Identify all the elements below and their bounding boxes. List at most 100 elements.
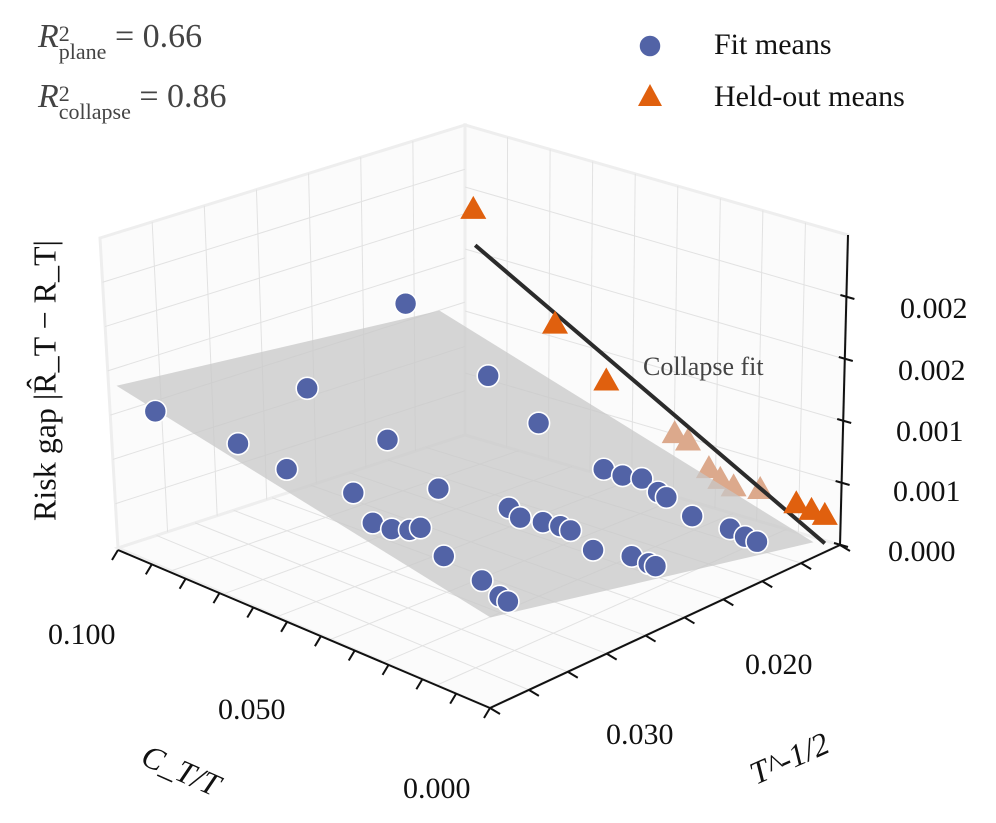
grid-line: [464, 310, 844, 422]
x-tick: [111, 549, 119, 561]
grid-line: [194, 522, 568, 673]
held-out-mean-marker: [593, 367, 620, 391]
r2-plane-sub: plane: [58, 38, 107, 64]
y-tick: [722, 598, 734, 607]
grid-line: [203, 205, 218, 516]
fit-mean-marker: [426, 476, 451, 501]
collapse-fit-line: [473, 243, 827, 545]
grid-line: [797, 222, 806, 533]
x-tick: [483, 707, 491, 719]
r2-collapse-symbol: R: [38, 78, 59, 115]
fit-mean-marker: [143, 399, 168, 424]
y-tick: [489, 707, 501, 715]
r2-plane-sup: 2: [58, 21, 70, 47]
axis-lines: [117, 234, 849, 709]
grid-line: [756, 210, 764, 521]
x-tick: [246, 606, 255, 618]
x-tick-label: 0.100: [48, 618, 116, 651]
legend-fit-marker: [638, 34, 662, 58]
grid-line: [464, 186, 847, 298]
held-out-mean-marker: [542, 310, 568, 334]
y-tick: [567, 670, 579, 679]
fit-mean-marker: [408, 516, 433, 540]
x-tick-label: 0.050: [218, 693, 286, 726]
fit-mean-marker: [393, 291, 418, 316]
grid-line: [714, 198, 721, 509]
fit-mean-marker: [496, 589, 520, 614]
grid-line: [233, 509, 607, 655]
x-tick: [212, 592, 221, 604]
collapse-fit-label: Collapse fit: [643, 352, 764, 381]
r2-plane-symbol: R: [38, 18, 59, 55]
x-tick: [381, 664, 390, 676]
legend-held-out-marker: [638, 84, 662, 106]
z-tick: [836, 418, 852, 424]
x-tick: [415, 678, 424, 690]
z-tick-label: 0.001: [896, 415, 964, 448]
fit-mean-marker: [295, 376, 320, 401]
y-tick: [800, 562, 812, 570]
y-tick: [528, 689, 540, 697]
x-tick: [280, 621, 288, 633]
z-tick-label: 0.000: [888, 535, 956, 568]
grid-line: [464, 248, 845, 360]
fit-mean-marker: [226, 431, 250, 456]
z-axis-label: Risk gap |R̂_T − R_T|: [26, 240, 63, 521]
z-tick-label: 0.002: [898, 354, 966, 387]
fit-mean-marker: [643, 554, 668, 579]
r2-collapse-sup: 2: [58, 81, 70, 107]
r2-collapse-annotation: R 2 collapse = 0.86: [38, 78, 227, 122]
fit-mean-marker: [375, 427, 400, 452]
x-tick: [347, 650, 356, 662]
z-axis-line: [839, 234, 849, 546]
held-out-mean-marker: [811, 501, 838, 525]
y-tick: [683, 616, 695, 625]
fit-mean-marker: [610, 463, 635, 488]
z-tick: [833, 542, 849, 548]
y-tick-label: 0.020: [745, 648, 813, 681]
grid-line: [107, 257, 466, 372]
y-tick: [606, 652, 618, 661]
z-tick: [838, 356, 854, 362]
y-tick-label: 0.030: [606, 718, 674, 751]
z-tick: [840, 294, 855, 300]
y-axis-line: [489, 544, 841, 709]
fit-mean-marker: [431, 544, 456, 568]
fit-mean-marker: [558, 518, 583, 543]
legend: [638, 34, 662, 106]
fit-mean-marker: [745, 529, 769, 554]
held-out-mean-marker: [675, 427, 701, 451]
x-tick-label: 0.000: [403, 772, 471, 805]
fit-mean-marker: [654, 485, 679, 510]
held-out-mean-marker: [695, 455, 722, 479]
z-tick-label: 0.002: [900, 292, 968, 325]
y-tick: [645, 634, 657, 643]
fit-mean-marker: [581, 538, 605, 562]
fit-mean-marker: [476, 364, 501, 388]
r2-plane-value: = 0.66: [114, 18, 203, 55]
markers: [143, 195, 838, 614]
r2-collapse-value: = 0.86: [139, 78, 227, 115]
legend-fit-label: Fit means: [714, 28, 832, 61]
x-tick: [178, 578, 187, 590]
held-out-mean-marker: [661, 420, 688, 444]
held-out-mean-marker: [460, 195, 487, 219]
fit-mean-marker: [274, 457, 299, 482]
fit-mean-marker: [470, 568, 494, 593]
grid-line: [102, 168, 466, 283]
fit-mean-marker: [680, 504, 705, 528]
y-tick: [761, 580, 773, 589]
held-out-mean-marker: [783, 490, 810, 514]
grid-line: [156, 534, 530, 691]
z-tick: [835, 480, 850, 486]
x-tick: [314, 635, 322, 647]
fit-mean-marker: [508, 505, 533, 530]
r2-plane-annotation: R 2 plane = 0.66: [38, 18, 202, 62]
x-tick: [144, 563, 153, 575]
z-tick-label: 0.001: [893, 475, 961, 508]
grid-line: [104, 213, 466, 328]
fit-mean-marker: [630, 466, 654, 491]
fit-mean-marker: [341, 481, 366, 505]
r2-collapse-sub: collapse: [58, 98, 131, 124]
